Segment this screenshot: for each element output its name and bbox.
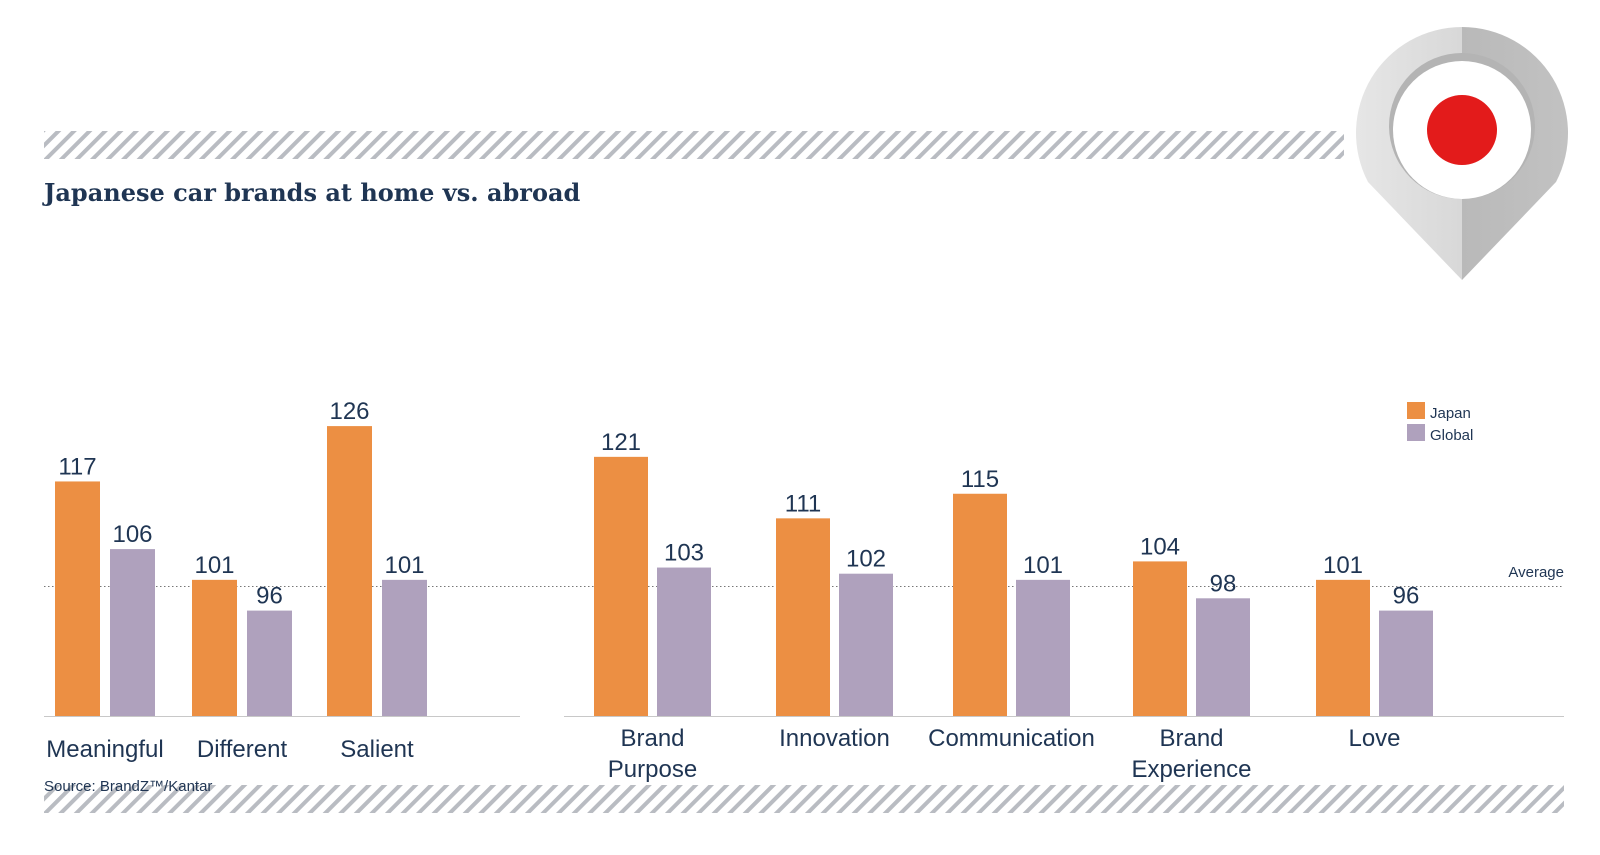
category-label-brand-purpose: Purpose xyxy=(608,756,697,783)
bar-global-love xyxy=(1379,610,1433,716)
value-label-japan-communication: 115 xyxy=(961,466,999,493)
bar-japan-brand-experience xyxy=(1133,561,1187,716)
chart-title: Japanese car brands at home vs. abroad xyxy=(42,178,581,207)
bar-japan-brand-purpose xyxy=(594,456,648,716)
bars-layer: 117 106 Meaningful 101 96 Different 126 101 Sali… xyxy=(46,398,1433,783)
category-label-meaningful: Meaningful xyxy=(46,736,163,763)
category-label-brand-experience: Brand xyxy=(1159,725,1223,752)
map-pin-icon xyxy=(1356,27,1569,280)
bar-japan-meaningful xyxy=(55,481,100,716)
value-label-global-salient: 101 xyxy=(384,552,424,579)
value-label-global-communication: 101 xyxy=(1023,552,1063,579)
value-label-japan-brand-experience: 104 xyxy=(1140,533,1180,560)
category-label-brand-purpose: Brand xyxy=(620,725,684,752)
legend-label-japan: Japan xyxy=(1430,405,1471,422)
source-note: Source: BrandZ™/Kantar xyxy=(44,778,212,795)
value-label-global-innovation: 102 xyxy=(846,546,886,573)
value-label-global-brand-purpose: 103 xyxy=(664,540,704,567)
bottom-hatch-band xyxy=(44,785,1564,813)
average-label: Average xyxy=(1508,564,1564,581)
legend-swatch-japan xyxy=(1407,402,1425,419)
value-label-global-love: 96 xyxy=(1393,583,1420,610)
bar-japan-salient xyxy=(327,426,372,716)
bar-global-brand-purpose xyxy=(657,567,711,716)
bar-japan-communication xyxy=(953,493,1007,716)
value-label-global-brand-experience: 98 xyxy=(1210,570,1237,597)
value-label-japan-love: 101 xyxy=(1323,552,1363,579)
category-label-love: Love xyxy=(1348,725,1400,752)
value-label-japan-innovation: 111 xyxy=(785,490,821,517)
category-label-different: Different xyxy=(197,736,288,763)
value-label-japan-meaningful: 117 xyxy=(58,453,96,480)
value-label-global-different: 96 xyxy=(256,583,283,610)
bar-global-innovation xyxy=(839,573,893,716)
bar-global-different xyxy=(247,610,292,716)
bar-global-meaningful xyxy=(110,549,155,716)
japan-flag-circle xyxy=(1427,95,1497,165)
value-label-japan-salient: 126 xyxy=(329,398,369,425)
value-label-japan-brand-purpose: 121 xyxy=(601,429,641,456)
bar-japan-innovation xyxy=(776,518,830,716)
bar-japan-love xyxy=(1316,579,1370,716)
bar-global-salient xyxy=(382,579,427,716)
bar-global-brand-experience xyxy=(1196,598,1250,716)
category-label-brand-experience: Experience xyxy=(1131,756,1251,783)
category-label-salient: Salient xyxy=(340,736,414,763)
value-label-japan-different: 101 xyxy=(194,552,234,579)
legend-swatch-global xyxy=(1407,424,1425,441)
top-hatch-band xyxy=(44,131,1344,159)
category-label-communication: Communication xyxy=(928,725,1095,752)
legend-label-global: Global xyxy=(1430,427,1473,444)
legend: Japan Global xyxy=(1407,402,1473,444)
bar-global-communication xyxy=(1016,579,1070,716)
value-label-global-meaningful: 106 xyxy=(112,521,152,548)
category-label-innovation: Innovation xyxy=(779,725,890,752)
bar-japan-different xyxy=(192,579,237,716)
